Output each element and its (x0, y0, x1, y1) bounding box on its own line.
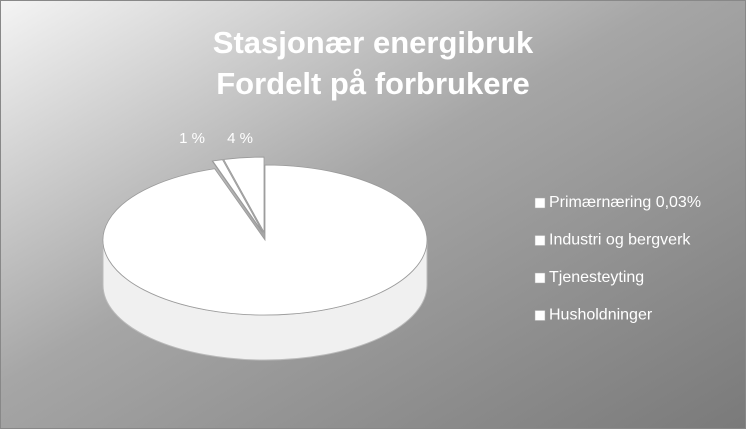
pie-slice (102, 164, 428, 316)
chart-title: Stasjonær energibruk (213, 25, 534, 60)
legend-label: Tjenesteyting (549, 269, 644, 286)
legend-marker (534, 235, 546, 246)
pie-slice (212, 159, 264, 233)
legend-marker (534, 310, 546, 321)
legend-label: Industri og bergverk (549, 232, 691, 249)
data-label: 4 % (227, 130, 253, 147)
legend-label: Husholdninger (549, 307, 653, 324)
legend-marker (534, 272, 546, 284)
legend-marker (534, 197, 546, 209)
pie-slice (223, 156, 265, 234)
chart-subtitle: Fordelt på forbrukere (216, 66, 530, 101)
legend-label: Primærnæring 0,03% (549, 194, 701, 211)
data-label: 1 % (179, 130, 205, 147)
